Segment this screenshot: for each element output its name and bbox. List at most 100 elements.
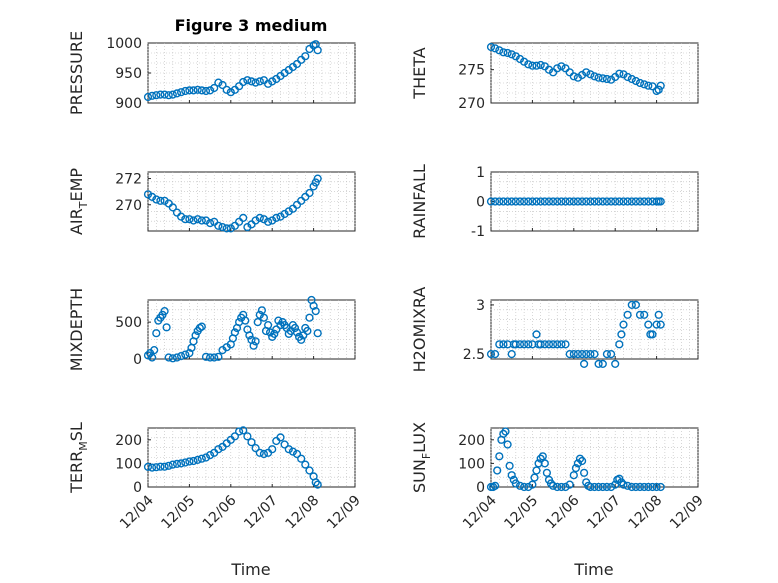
- data-point: [288, 447, 298, 456]
- data-point: [201, 453, 211, 462]
- data-point: [189, 86, 198, 95]
- data-point: [491, 481, 500, 490]
- data-point: [270, 329, 279, 339]
- data-point: [181, 215, 190, 224]
- y-axis-label: PRESSURE: [67, 31, 86, 115]
- data-point: [511, 340, 520, 349]
- data-point: [152, 329, 161, 338]
- x-tick-label: 12/04: [460, 492, 500, 532]
- data-point: [301, 460, 310, 469]
- data-point: [239, 213, 248, 223]
- data-point: [197, 454, 206, 463]
- y-axis-label: TERRMSL: [67, 422, 90, 494]
- data-point: [569, 471, 578, 480]
- data-point: [152, 463, 161, 472]
- data-point: [569, 72, 578, 81]
- data-point: [532, 197, 541, 206]
- data-point: [206, 353, 215, 362]
- data-point: [557, 62, 566, 71]
- data-point: [309, 301, 318, 311]
- data-point: [503, 48, 512, 58]
- data-point: [573, 459, 583, 468]
- data-point: [255, 213, 264, 223]
- data-point: [536, 60, 545, 70]
- data-point: [274, 316, 283, 325]
- x-tick-label: 12/04: [117, 492, 157, 532]
- panel-h2omixra: 2.5 3 H2OMIXRA: [410, 287, 699, 373]
- data-point: [235, 82, 244, 91]
- data-point: [524, 482, 533, 492]
- data-point: [272, 325, 281, 334]
- y-axis-label: AIRTEMP: [67, 168, 90, 235]
- data-point: [172, 459, 182, 469]
- data-point: [503, 197, 512, 206]
- y-tick-label: 1: [476, 165, 485, 181]
- data-point: [602, 350, 612, 359]
- data-point: [611, 359, 620, 369]
- data-point: [623, 72, 632, 82]
- data-point: [311, 307, 320, 316]
- data-point: [255, 77, 264, 86]
- data-point: [548, 340, 558, 349]
- data-point: [160, 462, 169, 471]
- data-point: [507, 50, 516, 59]
- data-point: [284, 207, 293, 216]
- data-point: [148, 91, 157, 100]
- data-point: [290, 323, 300, 333]
- data-point: [230, 328, 240, 337]
- data-point: [185, 215, 194, 224]
- data-point: [648, 82, 657, 91]
- data-point: [627, 74, 636, 84]
- y-tick-label: 1000: [106, 36, 142, 52]
- x-tick-label: 12/06: [543, 492, 583, 532]
- y-axis-label: THETA: [410, 47, 429, 99]
- data-point: [276, 433, 285, 442]
- data-point: [648, 482, 657, 492]
- y-axis-label: H2OMIXRA: [410, 287, 429, 373]
- data-point: [499, 340, 508, 349]
- data-point: [640, 80, 649, 89]
- data-point: [590, 350, 599, 359]
- data-point: [553, 340, 562, 349]
- data-point: [214, 445, 223, 454]
- y-tick-label: -1: [471, 224, 485, 240]
- data-point: [499, 48, 508, 57]
- panel-sun-flux: 0 100 200 SUNFLUX 12/04 12/05 12/06 12/07 12/08 1…: [410, 422, 707, 532]
- data-point: [561, 340, 570, 349]
- data-point: [536, 454, 545, 463]
- data-point: [247, 77, 256, 86]
- data-point: [264, 321, 273, 330]
- data-point: [206, 219, 215, 228]
- data-point: [305, 466, 314, 475]
- data-point: [259, 215, 269, 224]
- data-point: [181, 86, 190, 96]
- data-point: [644, 197, 653, 206]
- data-point: [571, 464, 581, 473]
- data-point: [264, 79, 273, 88]
- data-point: [507, 197, 516, 206]
- data-point: [177, 88, 186, 97]
- data-point: [201, 352, 211, 361]
- data-point: [292, 328, 302, 337]
- data-point: [292, 449, 302, 459]
- data-point: [501, 427, 510, 436]
- data-point: [313, 46, 322, 55]
- data-point: [251, 337, 260, 346]
- data-point: [299, 331, 308, 340]
- data-point: [652, 482, 661, 492]
- data-point: [644, 320, 653, 329]
- data-point: [579, 468, 589, 477]
- data-point: [499, 197, 508, 206]
- data-point: [197, 86, 206, 95]
- data-point: [249, 341, 258, 350]
- data-point: [623, 197, 632, 206]
- data-point: [251, 444, 260, 453]
- data-point: [247, 438, 256, 447]
- data-point: [164, 91, 173, 100]
- x-tick-label: 12/06: [200, 492, 240, 532]
- data-point: [491, 197, 500, 206]
- data-point: [619, 320, 628, 329]
- data-point: [557, 340, 566, 349]
- data-point: [548, 197, 558, 206]
